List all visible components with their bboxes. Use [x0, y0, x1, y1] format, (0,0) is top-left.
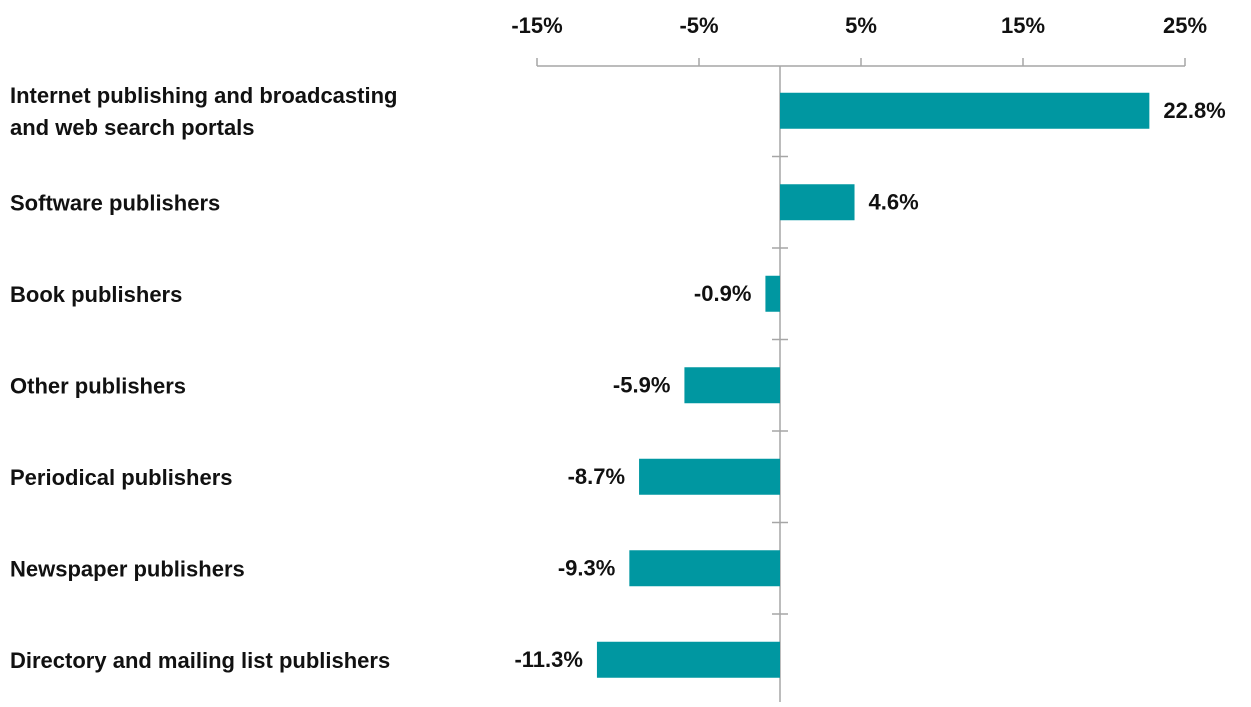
category-label: Directory and mailing list publishers — [10, 648, 390, 673]
value-label: -9.3% — [558, 555, 615, 580]
value-label: -0.9% — [694, 281, 751, 306]
category-label-line: Internet publishing and broadcasting — [10, 83, 397, 108]
x-tick-label: -15% — [511, 13, 562, 38]
bar — [780, 92, 1150, 129]
category-label: Periodical publishers — [10, 465, 233, 490]
category-label: Newspaper publishers — [10, 556, 245, 581]
category-label-line: Software publishers — [10, 190, 220, 215]
bar — [596, 641, 780, 678]
x-tick-label: 5% — [845, 13, 877, 38]
category-label: Internet publishing and broadcasting and … — [10, 83, 397, 140]
category-label-line: Newspaper publishers — [10, 556, 245, 581]
category-label-line: Other publishers — [10, 373, 186, 398]
value-label: -11.3% — [514, 647, 583, 672]
category-label-line: and web search portals — [10, 115, 255, 140]
category-label-line: Periodical publishers — [10, 465, 233, 490]
value-label: -8.7% — [568, 464, 625, 489]
category-label-line: Book publishers — [10, 282, 182, 307]
x-tick-label: 15% — [1001, 13, 1045, 38]
x-tick-label: -5% — [679, 13, 718, 38]
category-label: Book publishers — [10, 282, 182, 307]
bar — [780, 184, 855, 221]
value-label: 4.6% — [869, 189, 919, 214]
bar — [639, 458, 780, 495]
bar — [765, 275, 780, 312]
bar — [629, 550, 780, 587]
category-label: Other publishers — [10, 373, 186, 398]
value-label: -5.9% — [613, 372, 670, 397]
value-label: 22.8% — [1163, 98, 1225, 123]
bar — [684, 367, 780, 404]
category-label-line: Directory and mailing list publishers — [10, 648, 390, 673]
x-tick-label: 25% — [1163, 13, 1207, 38]
category-label: Software publishers — [10, 190, 220, 215]
